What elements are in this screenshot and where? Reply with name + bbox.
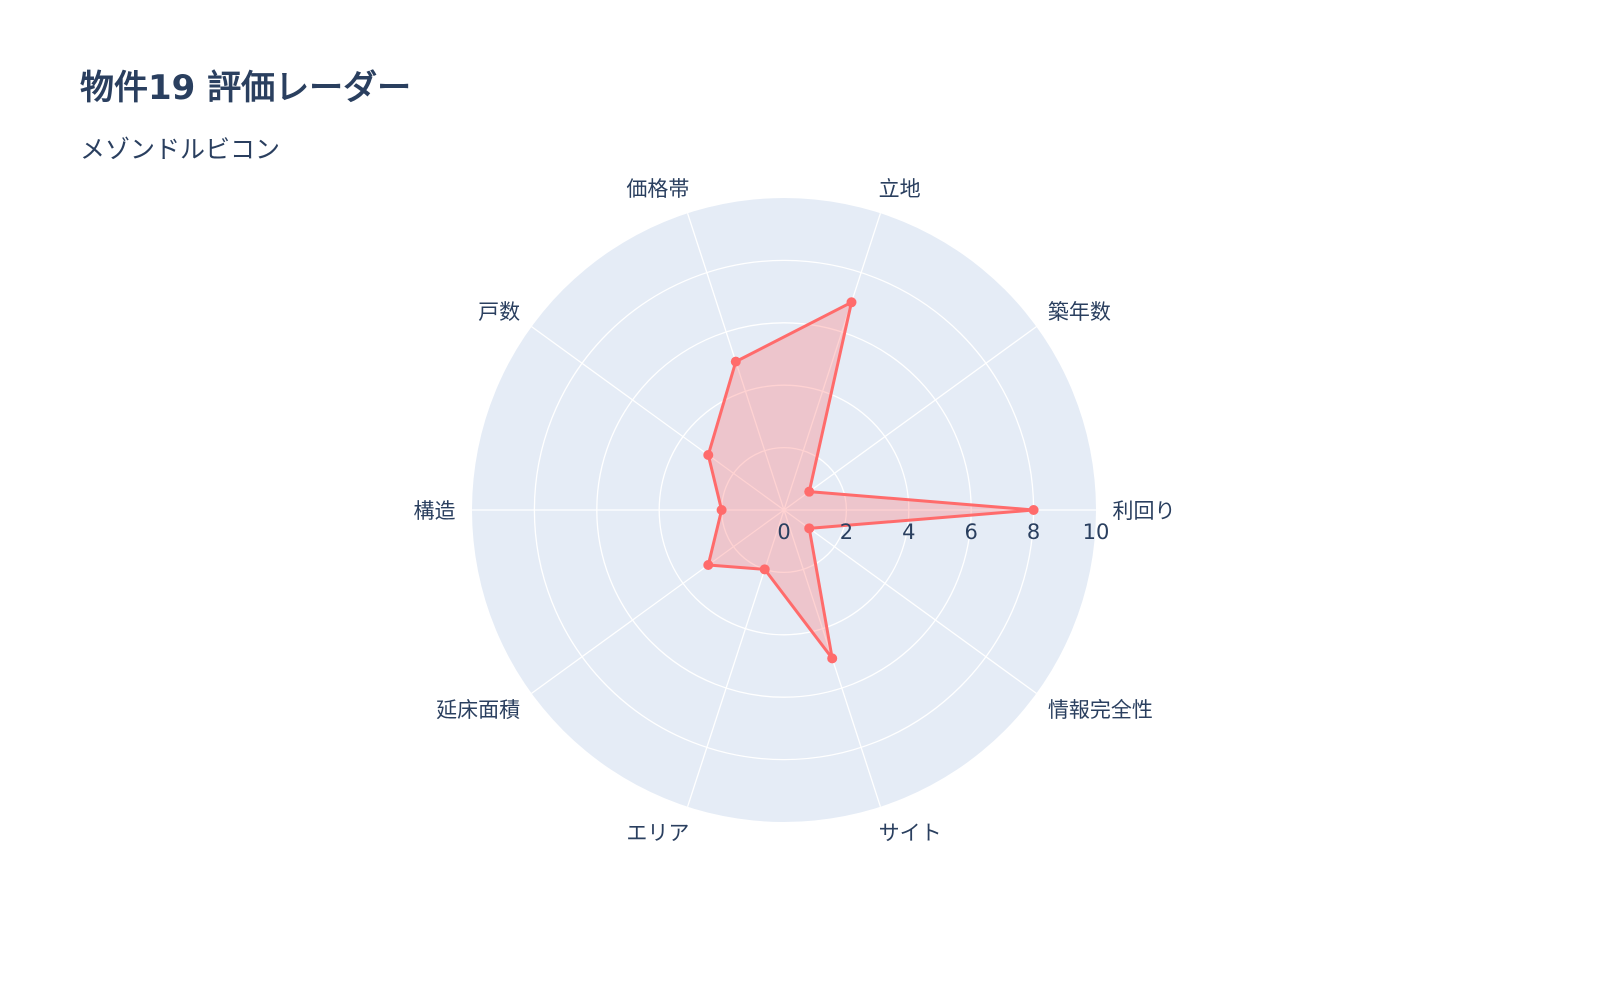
category-label: 利回り (1113, 499, 1176, 523)
category-label: 築年数 (1048, 300, 1111, 324)
data-point (827, 653, 838, 664)
radial-tick-label: 4 (902, 520, 915, 544)
radial-tick-label: 6 (965, 520, 978, 544)
data-point (730, 356, 741, 367)
radial-tick-label: 2 (840, 520, 853, 544)
data-point (703, 560, 714, 571)
data-point (1028, 505, 1039, 515)
angular-grid-line (783, 326, 1037, 511)
radial-tick-label: 0 (777, 520, 790, 544)
angular-grid-line (531, 326, 785, 511)
radial-tick-label: 10 (1083, 520, 1110, 544)
category-label: サイト (879, 821, 942, 845)
category-label: 構造 (413, 499, 455, 523)
angular-grid-line (686, 509, 785, 807)
angular-grid-line (783, 213, 882, 511)
angular-grid-line (531, 509, 785, 694)
category-label: 延床面積 (436, 698, 520, 722)
data-point (703, 449, 714, 460)
angular-grid-line (783, 509, 1037, 694)
data-point (716, 505, 727, 515)
chart-title: 物件19 評価レーダー (80, 68, 412, 108)
category-label: エリア (626, 821, 689, 845)
category-label: 価格帯 (626, 177, 689, 201)
radial-tick-label: 8 (1027, 520, 1040, 544)
data-point (759, 564, 770, 575)
chart-subtitle: メゾンドルビコン (80, 135, 281, 164)
data-point (804, 523, 815, 534)
data-point (804, 486, 815, 497)
category-label: 立地 (879, 177, 921, 201)
category-label: 戸数 (478, 300, 520, 324)
data-point (846, 297, 857, 308)
category-label: 情報完全性 (1048, 698, 1153, 722)
